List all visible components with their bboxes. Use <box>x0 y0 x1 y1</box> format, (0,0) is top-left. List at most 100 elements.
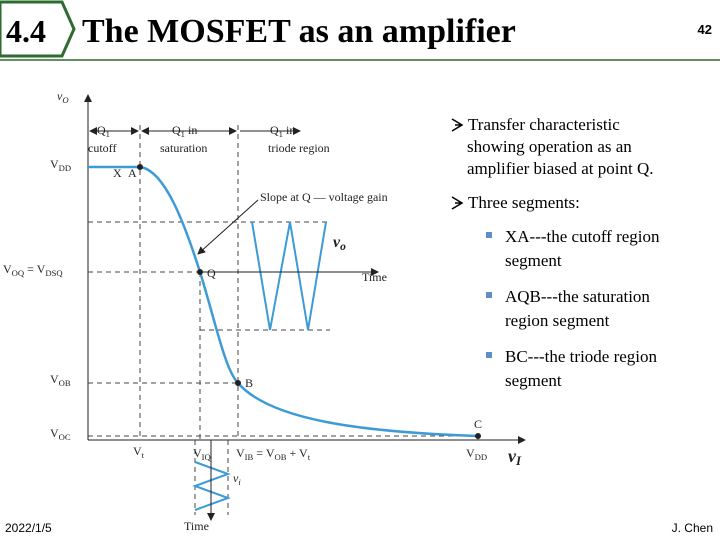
label-text: V <box>50 372 59 386</box>
label-text: v <box>508 446 517 466</box>
sub-bullet-marker <box>486 292 492 298</box>
label-subscript: O <box>62 95 69 105</box>
figure-label: Q1 in <box>270 123 295 139</box>
figure-label: Q1 <box>97 123 110 139</box>
label-subscript: OQ <box>12 268 25 278</box>
label-text: v <box>333 234 341 251</box>
bullet-text: Three segments: <box>468 193 580 212</box>
label-text: Q <box>172 123 181 137</box>
figure-label: VIB = VOB + Vt <box>236 446 311 462</box>
figure-label: Vt <box>133 444 145 460</box>
figure-label: vi <box>233 471 241 487</box>
label-subscript: 1 <box>181 129 185 139</box>
sub-bullet-text: XA---the cutoff region <box>505 227 660 246</box>
figure-label: VOQ = VDSQ <box>3 262 63 278</box>
label-subscript: 1 <box>106 129 110 139</box>
figure-label: saturation <box>160 141 207 155</box>
label-subscript: DD <box>475 452 487 462</box>
figure-label: A <box>128 166 137 180</box>
label-text: Slope at Q — voltage gain <box>260 190 388 204</box>
bullet-text: showing operation as an <box>467 137 632 156</box>
sub-bullet-text: AQB---the saturation <box>505 287 650 306</box>
figure-label: VDD <box>50 157 71 173</box>
bullet-arrow <box>451 118 464 132</box>
page-number: 42 <box>698 22 712 37</box>
label-subscript: OC <box>59 432 71 442</box>
label-subscript: IQ <box>202 452 212 462</box>
label-subscript: IB <box>245 452 254 462</box>
sub-bullet-text: region segment <box>505 311 610 330</box>
figure-label: cutoff <box>88 141 116 155</box>
label-subscript: DSQ <box>45 268 63 278</box>
figure-label: B <box>245 376 253 390</box>
label-subscript: i <box>238 477 241 487</box>
sub-bullet-text: BC---the triode region <box>505 347 658 366</box>
label-text: = V <box>253 446 275 460</box>
transfer-characteristic <box>84 94 526 521</box>
transfer-curve <box>88 165 479 438</box>
label-text: V <box>466 446 475 460</box>
label-text: A <box>128 166 137 180</box>
bullet-list: Transfer characteristic showing operation… <box>451 115 660 390</box>
label-text: in <box>283 123 295 137</box>
figure-label: vo <box>333 234 346 253</box>
slide-title: The MOSFET as an amplifier <box>82 13 516 50</box>
figure-label: triode region <box>268 141 330 155</box>
label-text: V <box>133 444 142 458</box>
label-text: X <box>113 166 122 180</box>
label-text: saturation <box>160 141 207 155</box>
footer-author: J. Chen <box>672 521 713 535</box>
label-text: V <box>50 157 59 171</box>
label-text: v <box>57 89 63 103</box>
figure-label: Q <box>207 266 216 280</box>
label-subscript: o <box>340 241 346 253</box>
label-text: in <box>185 123 197 137</box>
label-text: = V <box>24 262 46 276</box>
label-subscript: DD <box>59 163 71 173</box>
bullet-text: amplifier biased at point Q. <box>467 159 653 178</box>
label-subscript: OB <box>275 452 287 462</box>
figure-label: VOB <box>50 372 71 388</box>
label-text: v <box>233 471 239 485</box>
slope-arrow <box>197 199 259 255</box>
figure-label: vO <box>57 89 69 105</box>
label-text: V <box>3 262 12 276</box>
output-wave <box>251 221 327 331</box>
label-text: cutoff <box>88 141 116 155</box>
label-text: Q <box>270 123 279 137</box>
label-text: Q <box>97 123 106 137</box>
label-text: Time <box>184 519 209 533</box>
label-text: Time <box>362 270 387 284</box>
label-text: C <box>474 417 482 431</box>
label-text: triode region <box>268 141 330 155</box>
sub-bullet-marker <box>486 232 492 238</box>
section-badge <box>0 0 76 58</box>
label-subscript: OB <box>59 378 71 388</box>
figure-label: VIQ <box>193 446 212 462</box>
label-text: V <box>236 446 245 460</box>
label-text: V <box>50 426 59 440</box>
section-number: 4.4 <box>6 13 46 49</box>
figure-label: Slope at Q — voltage gain <box>260 190 388 204</box>
figure-label: vI <box>508 446 522 468</box>
bullet-arrow <box>451 196 464 210</box>
figure-label: Q1 in <box>172 123 197 139</box>
figure-label: Time <box>362 270 387 284</box>
label-text: + V <box>287 446 309 460</box>
label-subscript: 1 <box>279 129 283 139</box>
label-text: Q <box>207 266 216 280</box>
sub-bullet-text: segment <box>505 371 562 390</box>
sub-bullet-marker <box>486 352 492 358</box>
input-wave <box>192 461 231 511</box>
label-subscript: I <box>515 453 522 468</box>
sub-bullet-text: segment <box>505 251 562 270</box>
figure-label: Time <box>184 519 209 533</box>
figure-label: C <box>474 417 482 431</box>
label-subscript: t <box>308 452 311 462</box>
label-text: B <box>245 376 253 390</box>
bullet-text: Transfer characteristic <box>468 115 620 134</box>
footer-date: 2022/1/5 <box>5 521 52 535</box>
label-subscript: t <box>142 450 145 460</box>
